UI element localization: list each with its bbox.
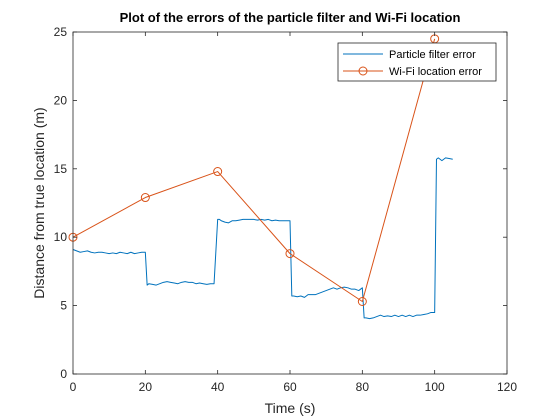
x-tick-label: 100 [425, 380, 445, 394]
y-axis-label: Distance from true location (m) [31, 107, 47, 298]
tick-layer: 0 20 40 60 80 100 120 0 5 10 15 20 25 [54, 25, 518, 394]
y-tick-label: 25 [54, 25, 68, 39]
y-tick-label: 20 [54, 93, 68, 107]
data-point-wifi [213, 167, 223, 177]
x-tick-label: 0 [70, 380, 77, 394]
data-point-wifi [357, 296, 367, 306]
chart-title: Plot of the errors of the particle filte… [120, 10, 461, 25]
y-tick-label: 15 [54, 162, 68, 176]
x-tick-label: 80 [356, 380, 370, 394]
x-tick-label: 60 [283, 380, 297, 394]
legend: Particle filter error Wi-Fi location err… [337, 42, 497, 82]
y-tick-label: 0 [60, 367, 67, 381]
axes-background [73, 32, 507, 374]
series-line-wifi [72, 38, 436, 302]
y-tick-label: 5 [60, 299, 67, 313]
data-point-wifi [285, 249, 295, 259]
x-axis-label: Time (s) [265, 400, 316, 416]
y-tick-label: 10 [54, 230, 68, 244]
data-point-wifi [140, 193, 150, 203]
x-tick-label: 120 [497, 380, 517, 394]
x-tick-label: 40 [211, 380, 225, 394]
legend-marker-wifi [358, 66, 368, 76]
legend-label-wifi: Wi-Fi location error [389, 66, 482, 78]
x-tick-label: 20 [139, 380, 153, 394]
legend-label-particle-filter: Particle filter error [389, 49, 476, 61]
series-line-particle-filter [72, 157, 453, 320]
